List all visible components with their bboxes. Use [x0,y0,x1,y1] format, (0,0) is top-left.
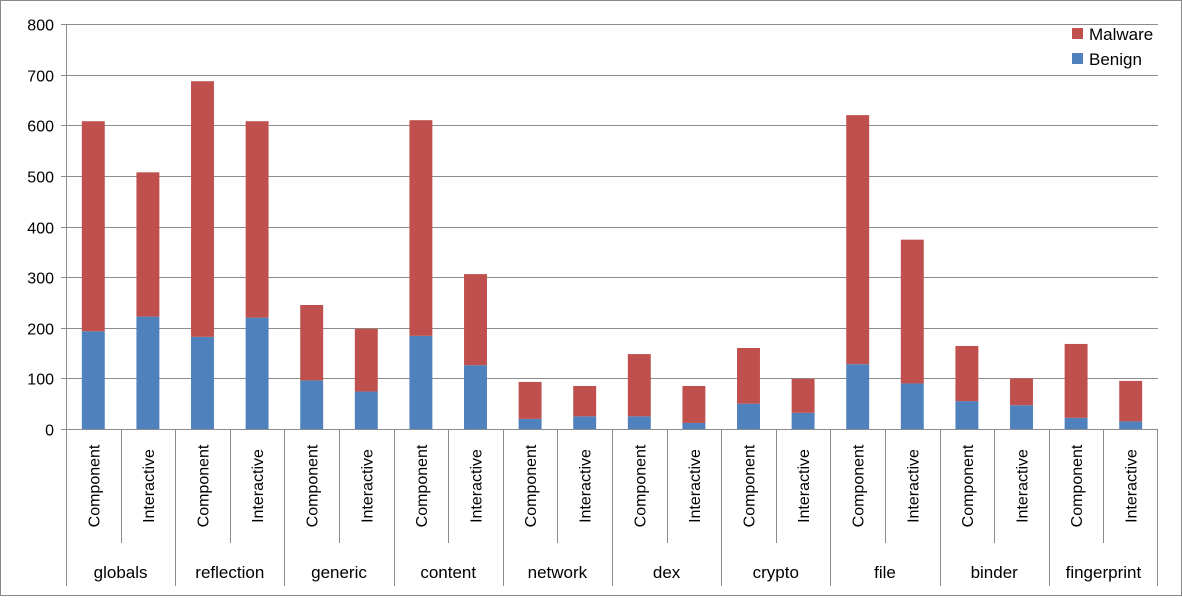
bar-benign [245,317,269,429]
bar-benign [518,418,542,429]
bar-malware [191,81,214,337]
bar-malware [300,304,324,381]
bar-benign [737,403,760,429]
y-tick-label: 700 [27,69,54,86]
bar-benign [1010,405,1033,429]
bar-malware [409,120,433,336]
x-subcategory-label: Component [86,444,103,527]
bar-benign [846,364,870,429]
bar-malware [1119,380,1143,422]
y-tick-label: 400 [27,221,54,238]
y-tick-label: 300 [27,271,54,288]
legend: Malware Benign [1072,25,1153,69]
x-group-label: generic [311,563,367,582]
bar-benign [300,380,324,429]
bar-malware [955,345,979,402]
x-group-label: globals [94,563,148,582]
x-subcategory-label: Interactive [796,449,813,523]
bar-benign [682,422,706,429]
bar-malware [573,385,597,417]
x-subcategory-label: Interactive [250,449,267,523]
x-subcategory-label: Interactive [359,449,376,523]
y-tick-label: 800 [27,18,54,35]
bar-benign [191,336,214,429]
x-group-label: file [874,563,896,582]
bar-benign [136,316,160,429]
x-subcategory-label: Component [742,444,759,527]
x-subcategory-label: Component [414,444,431,527]
legend-swatch-benign [1072,53,1083,64]
x-subcategory-label: Component [1069,444,1086,527]
bar-malware [81,121,105,332]
x-subcategory-label: Component [632,444,649,527]
bar-malware [1010,378,1033,406]
y-tick-label: 500 [27,170,54,187]
bar-malware [1064,343,1088,418]
legend-label-malware: Malware [1089,25,1153,44]
bar-malware [737,348,760,404]
y-tick-label: 0 [45,423,54,440]
x-subcategory-label: Interactive [578,449,595,523]
bar-malware [245,121,269,318]
x-group-label: content [420,563,476,582]
bar-benign [900,383,924,429]
legend-swatch-malware [1072,28,1083,39]
bar-malware [464,274,487,366]
bar-malware [900,239,924,384]
bar-malware [136,172,160,317]
x-group-label: dex [653,563,681,582]
x-subcategory-label: Interactive [141,449,158,523]
bar-benign [464,365,487,429]
x-subcategory-label: Interactive [1124,449,1141,523]
y-tick-label: 100 [27,372,54,389]
bar-benign [573,416,597,429]
x-subcategory-label: Interactive [905,449,922,523]
x-group-label: fingerprint [1066,563,1142,582]
bar-malware [791,378,815,413]
x-subcategory-label: Component [960,444,977,527]
bar-benign [354,391,378,429]
x-group-label: binder [971,563,1019,582]
x-group-label: network [528,563,588,582]
x-subcategory-label: Interactive [1015,449,1032,523]
x-group-label: reflection [195,563,264,582]
bar-benign [627,416,651,429]
bar-malware [627,354,651,417]
bar-malware [682,385,706,423]
x-group-label: crypto [753,563,799,582]
x-subcategory-label: Interactive [687,449,704,523]
legend-label-benign: Benign [1089,50,1142,69]
bar-benign [791,412,815,429]
x-subcategory-label: Component [851,444,868,527]
x-subcategory-label: Component [305,444,322,527]
x-subcategory-label: Component [196,444,213,527]
y-tick-label: 600 [27,119,54,136]
x-subcategory-label: Interactive [469,449,486,523]
x-subcategory-label: Component [523,444,540,527]
bar-malware [846,115,870,365]
y-tick-label: 200 [27,322,54,339]
bar-malware [518,381,542,419]
axes: 0 100 200 300 400 500 600 700 800 Component Intera… [27,18,1158,586]
bar-benign [1064,417,1088,429]
bar-benign [955,401,979,429]
bar-benign [409,335,433,429]
bar-malware [354,328,378,392]
bar-benign [1119,421,1143,429]
bars [81,81,1143,429]
bar-benign [81,331,105,429]
